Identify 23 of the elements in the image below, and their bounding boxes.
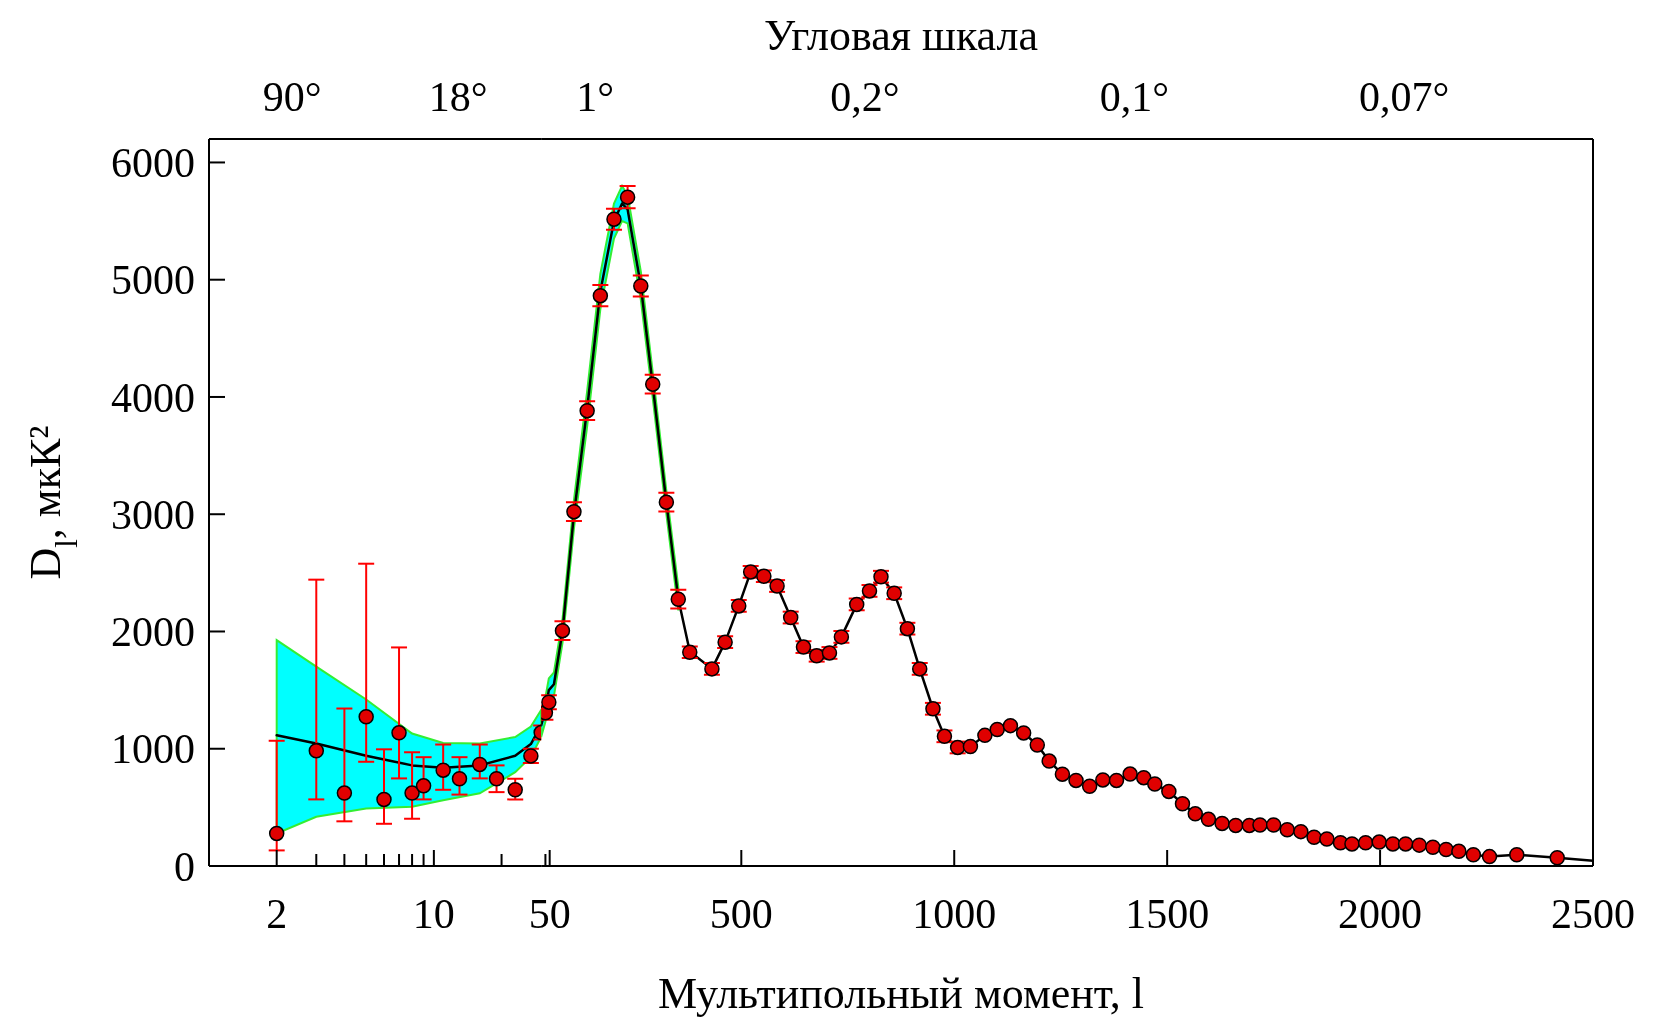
x-axis-title: Мультипольный момент, l <box>658 969 1144 1018</box>
chart-title: Угловая шкала <box>763 11 1039 60</box>
y-tick-label: 3000 <box>111 491 195 538</box>
y-tick-label: 2000 <box>111 609 195 656</box>
x-tick-label: 2 <box>266 891 288 937</box>
text: 0,07° <box>1359 74 1450 120</box>
text: 0,2° <box>830 74 900 120</box>
x-tick-label: 2000 <box>1338 891 1423 937</box>
y-tick-label: 4000 <box>111 374 195 421</box>
y-tick-label: 6000 <box>111 140 195 187</box>
x-tick-label: 1000 <box>912 891 997 937</box>
text: 18° <box>428 74 488 120</box>
y-tick-label: 5000 <box>111 257 195 304</box>
x-tick-label: 10 <box>412 891 455 937</box>
x-tick-label: 50 <box>528 891 571 937</box>
x-tick-label: 500 <box>709 891 773 937</box>
x-tick-label: 1500 <box>1125 891 1210 937</box>
y-tick-label: 1000 <box>111 726 195 773</box>
y-tick-label: 0 <box>174 843 195 890</box>
x-tick-label: 2500 <box>1551 891 1635 937</box>
text: 0,1° <box>1099 74 1170 120</box>
text: 90° <box>262 74 322 120</box>
text: 1° <box>576 74 614 120</box>
